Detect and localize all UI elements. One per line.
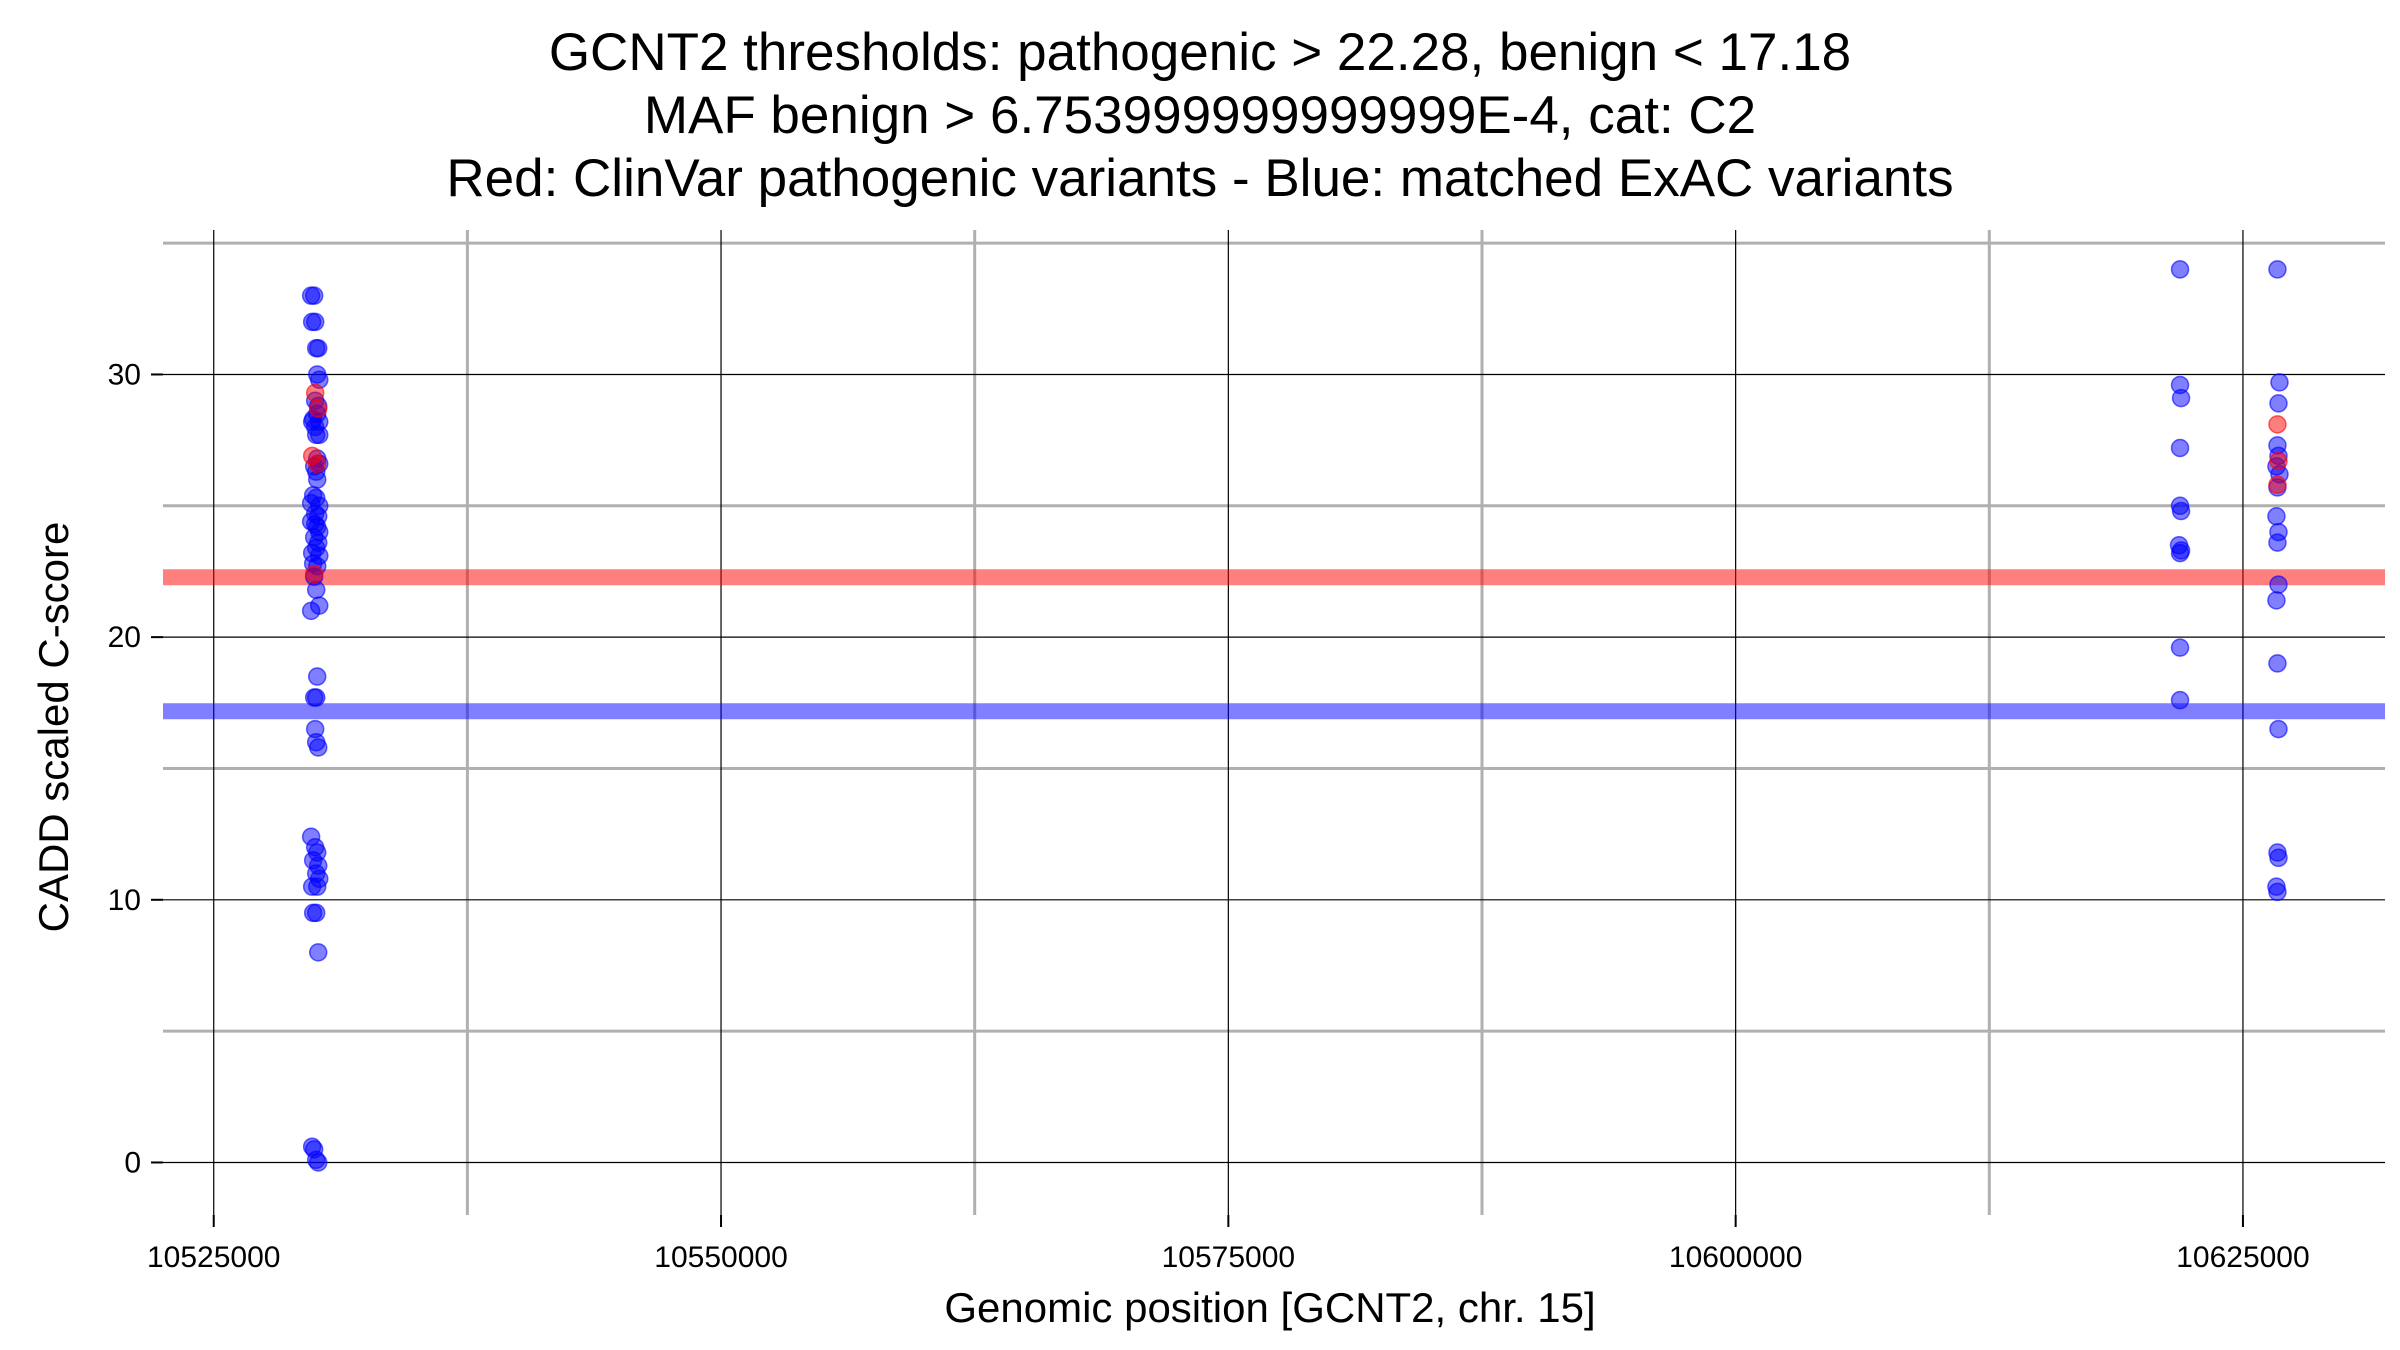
grid-major bbox=[163, 230, 2385, 1215]
exac-variant-point bbox=[2170, 638, 2190, 657]
x-tick-label: 10625000 bbox=[2176, 1241, 2309, 1274]
y-axis-title: CADD scaled C-score bbox=[30, 522, 77, 933]
exac-variant-point bbox=[2268, 882, 2287, 902]
chart-title-line-1: GCNT2 thresholds: pathogenic > 22.28, be… bbox=[548, 23, 1852, 82]
exac-variant-point bbox=[310, 425, 329, 445]
clinvar-pathogenic-point bbox=[304, 564, 324, 584]
exac-variant-point bbox=[2269, 575, 2288, 594]
clinvar-pathogenic-point bbox=[2268, 415, 2287, 434]
x-tick-label: 10600000 bbox=[1669, 1241, 1802, 1274]
exac-variant-point bbox=[2269, 719, 2288, 739]
exac-variant-point bbox=[307, 877, 327, 896]
y-tick-label: 0 bbox=[124, 1146, 141, 1179]
x-axis-title: Genomic position [GCNT2, chr. 15] bbox=[944, 1284, 1595, 1331]
clinvar-pathogenic-point bbox=[308, 399, 328, 418]
exac-variant-point bbox=[2170, 690, 2190, 710]
exac-variant-point bbox=[305, 312, 325, 332]
clinvar-pathogenic-point bbox=[307, 454, 327, 474]
exac-variant-point bbox=[2268, 654, 2287, 673]
exac-variant-point bbox=[2171, 388, 2191, 408]
axes bbox=[151, 373, 2244, 1227]
exac-variant-point bbox=[2269, 848, 2288, 868]
tick-labels: 10525000 10550000 10575000 10600000 10625000… bbox=[108, 358, 2310, 1274]
threshold-lines bbox=[163, 569, 2385, 720]
exac-variant-point bbox=[308, 738, 328, 757]
x-tick-label: 10575000 bbox=[1162, 1241, 1295, 1274]
chart-title-line-2: MAF benign > 6.753999999999999E-4, cat: … bbox=[643, 86, 1757, 145]
exac-variant-point bbox=[306, 580, 326, 600]
exac-variant-point bbox=[2268, 260, 2287, 279]
y-tick-label: 10 bbox=[108, 884, 141, 917]
exac-variant-point bbox=[2267, 591, 2286, 610]
exac-variant-point bbox=[2170, 438, 2190, 458]
exac-variant-point bbox=[306, 688, 326, 707]
exac-variant-point bbox=[306, 903, 326, 923]
exac-variant-point bbox=[307, 470, 327, 489]
exac-variant-point bbox=[308, 943, 328, 962]
chart-title-line-3: Red: ClinVar pathogenic variants - Blue:… bbox=[446, 149, 1954, 208]
exac-variant-point bbox=[2268, 533, 2287, 552]
exac-variant-point bbox=[2171, 501, 2191, 521]
exac-variant-point bbox=[307, 667, 327, 686]
clinvar-pathogenic-point bbox=[2268, 475, 2287, 495]
y-tick-label: 20 bbox=[108, 621, 141, 654]
exac-variant-point bbox=[304, 286, 324, 305]
exac-variant-point bbox=[2170, 543, 2190, 563]
clinvar-pathogenic-point bbox=[2269, 451, 2288, 471]
exac-variant-point bbox=[2267, 507, 2286, 526]
exac-variant-point bbox=[2170, 260, 2190, 279]
exac-variant-point bbox=[308, 338, 328, 358]
data-points bbox=[301, 260, 2289, 1172]
exac-variant-point bbox=[301, 601, 321, 621]
exac-variant-point bbox=[2269, 394, 2288, 413]
grid-minor bbox=[163, 230, 2385, 1215]
y-tick-label: 30 bbox=[108, 358, 141, 391]
x-tick-label: 10525000 bbox=[147, 1241, 280, 1274]
x-tick-label: 10550000 bbox=[654, 1241, 787, 1274]
exac-variant-point bbox=[2270, 373, 2289, 392]
exac-variant-point bbox=[308, 1153, 328, 1172]
clinvar-pathogenic-point bbox=[305, 383, 325, 403]
